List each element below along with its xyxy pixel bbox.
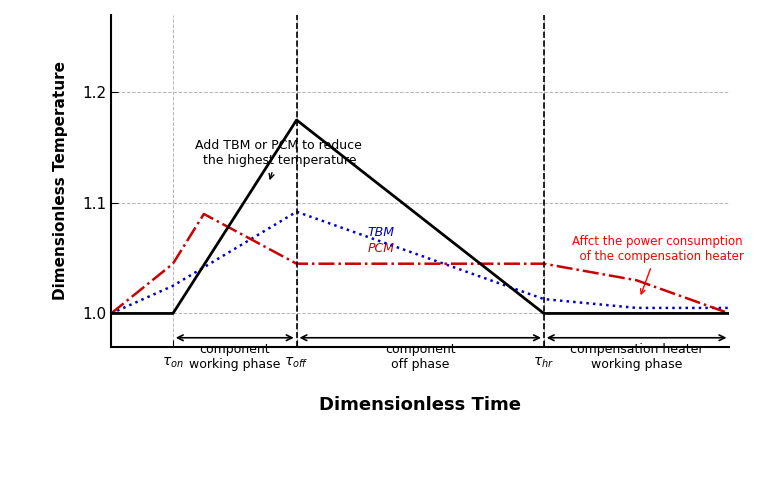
Text: PCM: PCM (368, 242, 395, 254)
Text: $\tau_{on}$: $\tau_{on}$ (162, 355, 184, 370)
Text: Affct the power consumption
  of the compensation heater: Affct the power consumption of the compe… (571, 235, 744, 294)
Text: $\tau_{off}$: $\tau_{off}$ (285, 355, 309, 370)
Text: TBM: TBM (368, 226, 395, 239)
Text: component
off phase: component off phase (385, 343, 455, 371)
Y-axis label: Dimensionless Temperature: Dimensionless Temperature (54, 61, 68, 300)
Text: component
working phase: component working phase (189, 343, 281, 371)
Text: Add TBM or PCM to reduce
  the highest temperature: Add TBM or PCM to reduce the highest tem… (194, 139, 361, 179)
Text: compensation heater
working phase: compensation heater working phase (570, 343, 703, 371)
Text: $\tau_{hr}$: $\tau_{hr}$ (533, 355, 555, 370)
X-axis label: Dimensionless Time: Dimensionless Time (319, 396, 521, 414)
